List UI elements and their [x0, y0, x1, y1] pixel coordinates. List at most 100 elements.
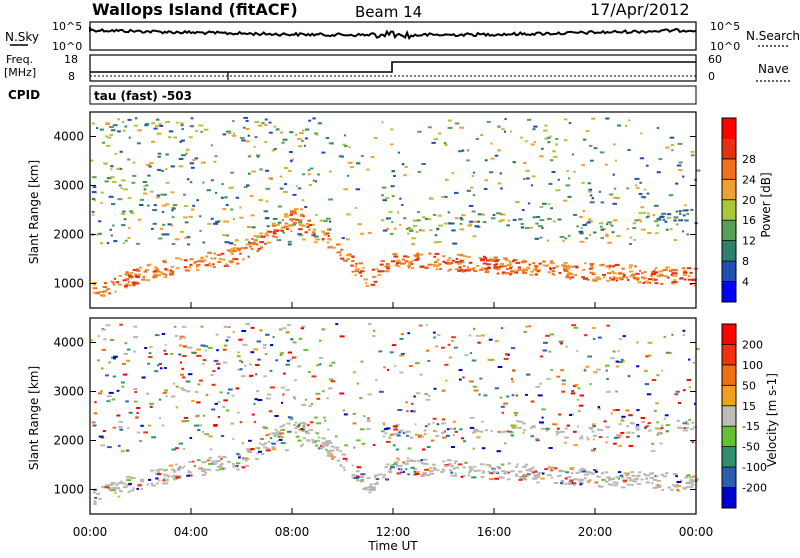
scatter-cell: [127, 426, 130, 429]
scatter-cell: [363, 415, 366, 418]
scatter-cell: [186, 236, 191, 239]
scatter-cell: [99, 128, 104, 131]
scatter-cell: [589, 383, 592, 386]
scatter-cell: [682, 214, 686, 217]
scatter-cell: [391, 433, 397, 436]
scatter-cell: [576, 225, 579, 228]
scatter-cell: [452, 222, 455, 225]
scatter-cell: [152, 209, 157, 212]
scatter-cell: [117, 118, 120, 121]
scatter-cell: [306, 226, 310, 228]
scatter-cell: [594, 470, 598, 473]
scatter-cell: [312, 439, 317, 442]
scatter-cell: [247, 134, 250, 137]
scatter-cell: [188, 215, 193, 218]
scatter-cell: [418, 324, 423, 327]
scatter-cell: [587, 182, 591, 185]
scatter-cell: [518, 470, 523, 473]
scatter-cell: [439, 268, 443, 270]
scatter-cell: [281, 401, 283, 404]
scatter-cell: [183, 193, 187, 196]
scatter-cell: [271, 149, 275, 152]
scatter-cell: [153, 204, 157, 207]
scatter-cell: [189, 437, 193, 439]
scatter-cell: [673, 272, 678, 275]
scatter-cell: [580, 227, 583, 230]
scatter-cell: [396, 472, 401, 475]
scatter-cell: [642, 277, 648, 280]
scatter-cell: [354, 270, 359, 273]
scatter-cell: [292, 193, 297, 196]
scatter-cell: [575, 349, 579, 352]
scatter-cell: [628, 264, 633, 267]
scatter-cell: [239, 252, 242, 255]
power-colorbar-label: Power [dB]: [759, 172, 773, 237]
scatter-cell: [490, 142, 493, 145]
scatter-cell: [649, 476, 655, 479]
scatter-cell: [354, 477, 360, 480]
scatter-cell: [513, 161, 516, 164]
scatter-cell: [135, 276, 140, 279]
scatter-cell: [582, 210, 586, 213]
scatter-cell: [112, 181, 117, 183]
freq-panel: Freq. [MHz] 18 8 60 0 Nave: [4, 53, 790, 83]
scatter-cell: [458, 150, 463, 153]
scatter-cell: [256, 154, 261, 157]
scatter-cell: [223, 220, 227, 223]
scatter-cell: [674, 269, 678, 272]
scatter-cell: [612, 276, 616, 279]
scatter-cell: [661, 212, 667, 215]
scatter-cell: [618, 423, 622, 426]
colorbar-segment: [722, 179, 736, 201]
scatter-cell: [583, 368, 586, 371]
scatter-cell: [307, 169, 311, 172]
scatter-cell: [268, 131, 273, 134]
scatter-cell: [621, 486, 626, 489]
scatter-cell: [124, 278, 130, 281]
scatter-cell: [142, 181, 148, 183]
scatter-cell: [189, 263, 193, 266]
scatter-cell: [182, 389, 186, 391]
scatter-cell: [111, 489, 116, 492]
scatter-cell: [656, 171, 661, 174]
scatter-cell: [308, 224, 313, 226]
scatter-cell: [321, 239, 324, 242]
scatter-cell: [294, 397, 297, 400]
scatter-cell: [186, 178, 190, 181]
scatter-cell: [390, 466, 395, 469]
scatter-cell: [257, 247, 261, 250]
scatter-cell: [390, 185, 395, 188]
scatter-cell: [652, 478, 657, 481]
scatter-cell: [568, 122, 572, 125]
scatter-cell: [125, 400, 129, 403]
scatter-cell: [106, 242, 110, 245]
scatter-cell: [365, 284, 370, 287]
scatter-cell: [237, 411, 240, 414]
scatter-cell: [627, 149, 631, 151]
scatter-cell: [264, 124, 268, 127]
scatter-cell: [132, 174, 137, 177]
scatter-cell: [356, 162, 360, 165]
scatter-cell: [116, 414, 121, 417]
scatter-cell: [105, 123, 110, 126]
scatter-cell: [535, 267, 538, 270]
scatter-cell: [126, 273, 129, 276]
scatter-cell: [427, 394, 431, 397]
scatter-cell: [414, 423, 417, 426]
scatter-cell: [147, 204, 150, 207]
scatter-cell: [231, 134, 237, 137]
scatter-cell: [216, 362, 221, 365]
scatter-cell: [466, 255, 471, 258]
scatter-cell: [661, 489, 665, 491]
scatter-cell: [173, 474, 176, 477]
scatter-cell: [90, 159, 94, 162]
scatter-cell: [567, 483, 572, 485]
scatter-cell: [454, 472, 457, 475]
scatter-cell: [545, 427, 550, 430]
scatter-cell: [108, 399, 112, 402]
scatter-cell: [251, 413, 255, 416]
scatter-cell: [403, 255, 408, 258]
scatter-cell: [601, 478, 605, 481]
scatter-cell: [682, 487, 687, 490]
scatter-cell: [241, 442, 244, 445]
